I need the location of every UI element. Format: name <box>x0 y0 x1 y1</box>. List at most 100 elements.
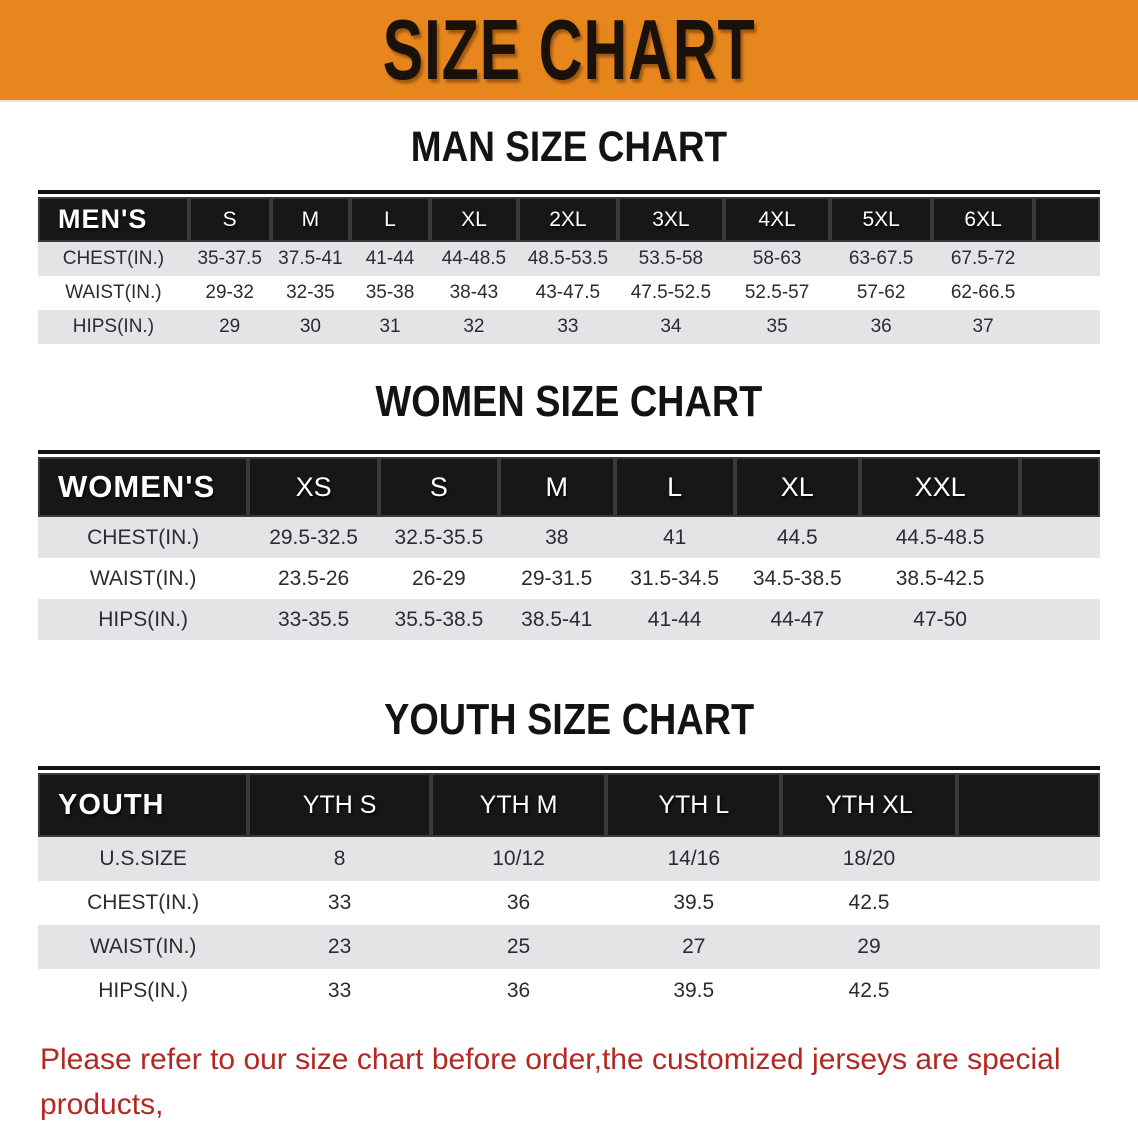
men-size-table-wrap: MEN'S S M L XL 2XL 3XL 4XL 5XL 6XL CHEST… <box>38 190 1100 344</box>
table-row: CHEST(IN.) 29.5-32.5 32.5-35.5 38 41 44.… <box>38 517 1100 558</box>
row-label: U.S.SIZE <box>38 837 249 881</box>
men-column-header: 5XL <box>830 197 933 242</box>
data-cell: 29-32 <box>188 276 271 310</box>
data-cell: 52.5-57 <box>723 276 831 310</box>
data-cell: 53.5-58 <box>617 242 724 276</box>
data-cell: 29.5-32.5 <box>248 517 379 558</box>
youth-header-label: YOUTH <box>38 773 249 837</box>
women-column-header: XXL <box>859 457 1021 517</box>
data-cell: 36 <box>830 310 933 344</box>
youth-section-heading-text: YOUTH SIZE CHART <box>383 695 754 744</box>
youth-table-topline <box>38 766 1100 770</box>
data-cell: 39.5 <box>606 881 782 925</box>
youth-column-header: YTH XL <box>781 773 957 837</box>
data-cell: 58-63 <box>723 242 831 276</box>
banner: SIZE CHART <box>0 0 1138 102</box>
data-cell: 32 <box>429 310 518 344</box>
data-cell: 41 <box>614 517 735 558</box>
data-cell: 35-37.5 <box>188 242 271 276</box>
data-cell: 37 <box>932 310 1035 344</box>
data-cell: 67.5-72 <box>932 242 1035 276</box>
data-cell: 26-29 <box>378 558 499 599</box>
men-column-header: M <box>270 197 351 242</box>
data-cell: 27 <box>606 925 782 969</box>
table-row: CHEST(IN.) 33 36 39.5 42.5 <box>38 881 1100 925</box>
row-label: CHEST(IN.) <box>38 242 189 276</box>
youth-section-heading: YOUTH SIZE CHART <box>0 694 1138 746</box>
women-column-header: S <box>378 457 499 517</box>
footer-note: Please refer to our size chart before or… <box>0 1037 1138 1132</box>
women-table-topline <box>38 450 1100 454</box>
row-label: WAIST(IN.) <box>38 558 249 599</box>
data-cell: 33-35.5 <box>248 599 379 640</box>
row-label: CHEST(IN.) <box>38 881 249 925</box>
spacer-cell <box>1020 558 1100 599</box>
data-cell: 63-67.5 <box>830 242 933 276</box>
data-cell: 31.5-34.5 <box>614 558 735 599</box>
table-row: WAIST(IN.) 23 25 27 29 <box>38 925 1100 969</box>
data-cell: 29 <box>188 310 271 344</box>
table-row: HIPS(IN.) 33 36 39.5 42.5 <box>38 969 1100 1013</box>
youth-column-header: YTH S <box>248 773 431 837</box>
row-label: HIPS(IN.) <box>38 969 249 1013</box>
data-cell: 14/16 <box>606 837 782 881</box>
row-label: HIPS(IN.) <box>38 310 189 344</box>
men-column-header: L <box>350 197 430 242</box>
banner-title: SIZE CHART <box>382 2 756 98</box>
women-column-header: L <box>614 457 735 517</box>
spacer-cell <box>1034 276 1100 310</box>
data-cell: 33 <box>248 881 431 925</box>
data-cell: 42.5 <box>781 969 957 1013</box>
data-cell: 39.5 <box>606 969 782 1013</box>
spacer-cell <box>956 925 1100 969</box>
section-men: MAN SIZE CHART MEN'S S M L XL 2XL 3XL 4X… <box>0 122 1138 344</box>
women-section-heading: WOMEN SIZE CHART <box>0 376 1138 428</box>
men-column-header: XL <box>429 197 518 242</box>
spacer-cell <box>1020 457 1100 517</box>
data-cell: 44-47 <box>734 599 860 640</box>
men-table-topline <box>38 190 1100 194</box>
data-cell: 10/12 <box>430 837 607 881</box>
table-row: WAIST(IN.) 23.5-26 26-29 29-31.5 31.5-34… <box>38 558 1100 599</box>
spacer-cell <box>1034 197 1100 242</box>
men-section-heading-text: MAN SIZE CHART <box>410 123 728 171</box>
data-cell: 30 <box>270 310 351 344</box>
data-cell: 38 <box>498 517 615 558</box>
women-column-header: XL <box>734 457 860 517</box>
spacer-cell <box>1020 599 1100 640</box>
data-cell: 47-50 <box>859 599 1021 640</box>
data-cell: 18/20 <box>781 837 957 881</box>
data-cell: 44.5 <box>734 517 860 558</box>
data-cell: 47.5-52.5 <box>617 276 724 310</box>
data-cell: 29-31.5 <box>498 558 615 599</box>
data-cell: 36 <box>430 969 607 1013</box>
footer-note-line2: we don't accept cancel, change, teturn o… <box>40 1127 1098 1132</box>
data-cell: 38.5-42.5 <box>859 558 1021 599</box>
spacer-cell <box>956 969 1100 1013</box>
spacer-cell <box>1034 310 1100 344</box>
data-cell: 35 <box>723 310 831 344</box>
men-header-row: MEN'S S M L XL 2XL 3XL 4XL 5XL 6XL <box>38 197 1100 242</box>
women-column-header: M <box>498 457 615 517</box>
women-header-label: WOMEN'S <box>38 457 249 517</box>
women-size-table-wrap: WOMEN'S XS S M L XL XXL CHEST(IN.) 29.5-… <box>38 450 1100 640</box>
data-cell: 29 <box>781 925 957 969</box>
data-cell: 23 <box>248 925 431 969</box>
data-cell: 41-44 <box>614 599 735 640</box>
row-label: CHEST(IN.) <box>38 517 249 558</box>
data-cell: 33 <box>248 969 431 1013</box>
youth-column-header: YTH M <box>430 773 607 837</box>
women-section-heading-text: WOMEN SIZE CHART <box>375 377 763 426</box>
data-cell: 48.5-53.5 <box>517 242 618 276</box>
row-label: WAIST(IN.) <box>38 925 249 969</box>
men-column-header: 2XL <box>517 197 618 242</box>
women-column-header: XS <box>248 457 379 517</box>
data-cell: 37.5-41 <box>270 242 351 276</box>
spacer-cell <box>1020 517 1100 558</box>
data-cell: 35.5-38.5 <box>378 599 499 640</box>
data-cell: 42.5 <box>781 881 957 925</box>
data-cell: 32-35 <box>270 276 351 310</box>
data-cell: 43-47.5 <box>517 276 618 310</box>
men-column-header: 3XL <box>617 197 724 242</box>
section-women: WOMEN SIZE CHART WOMEN'S XS S M L XL XXL <box>0 376 1138 640</box>
